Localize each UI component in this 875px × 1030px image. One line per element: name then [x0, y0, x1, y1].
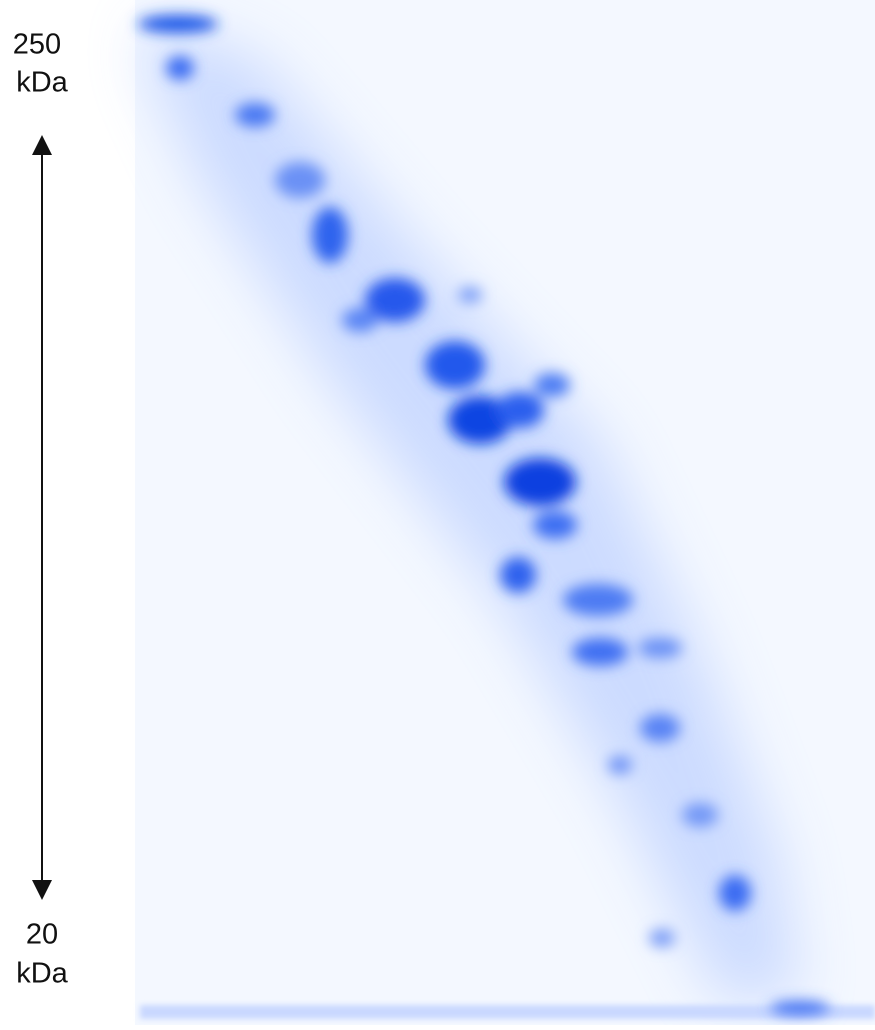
bottom-marker-value: 20 [26, 919, 58, 951]
spot [448, 396, 512, 444]
spot [496, 392, 544, 428]
spot [365, 278, 425, 322]
spot [504, 458, 576, 506]
spot [500, 557, 536, 593]
spot [640, 714, 680, 742]
spots [138, 15, 830, 1015]
spot [275, 162, 325, 198]
top-marker-value: 250 [13, 29, 61, 61]
spot [682, 803, 718, 827]
spot [458, 287, 482, 303]
spot [719, 875, 751, 911]
spot [638, 638, 682, 658]
spot [649, 929, 675, 947]
spot [425, 341, 485, 389]
spot [342, 308, 378, 332]
spot [563, 584, 633, 616]
gel [135, 0, 875, 1025]
spot [312, 207, 348, 263]
spot [534, 373, 570, 397]
spot [235, 103, 275, 127]
spot [138, 15, 218, 33]
smear [145, 20, 800, 1000]
gel-edge [140, 1005, 875, 1019]
size-scale: 250 kDa 20 kDa [13, 29, 69, 990]
top-marker-unit: kDa [16, 67, 68, 99]
bottom-marker-unit: kDa [16, 958, 68, 990]
spot [533, 511, 577, 539]
spot [608, 756, 632, 774]
spot [166, 56, 194, 80]
spot [572, 638, 628, 666]
spot [770, 1001, 830, 1015]
